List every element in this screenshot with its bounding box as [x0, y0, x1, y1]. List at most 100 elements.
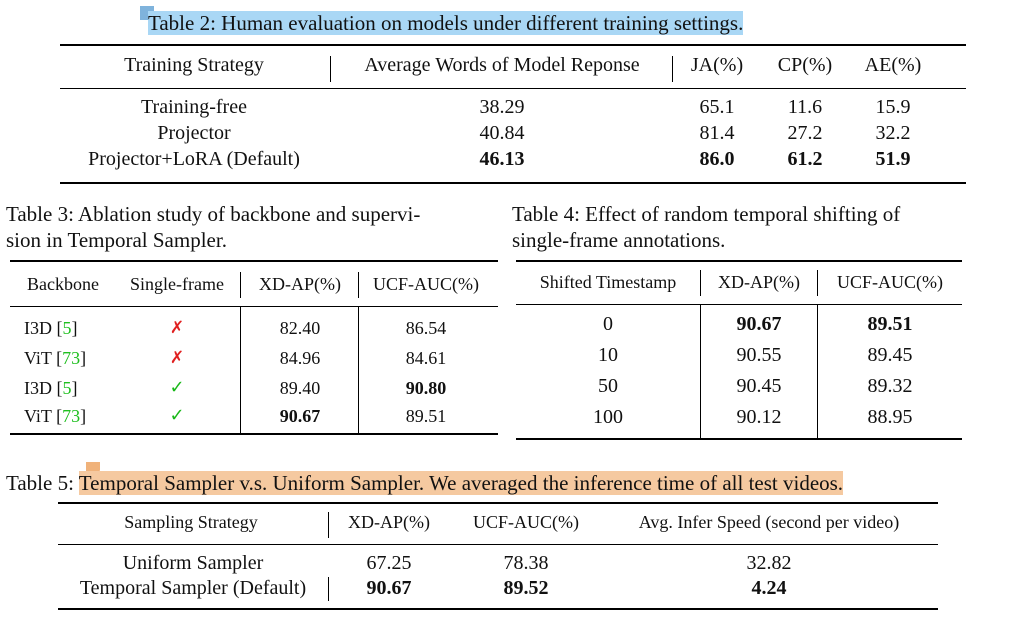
table-row-ucf: 88.95	[867, 406, 913, 428]
table-row-shift: 0	[603, 313, 613, 335]
table3-header-single-frame: Single-frame	[130, 274, 224, 294]
table5-mid-rule	[58, 544, 938, 545]
table-row-xd: 84.96	[279, 348, 321, 368]
table-row-ucf: 89.52	[503, 577, 549, 599]
table-row-ucf: 86.54	[405, 318, 447, 338]
check-mark-icon: ✓	[169, 405, 185, 426]
citation-link[interactable]: 5	[62, 318, 72, 338]
table-row-xd: 90.67	[279, 406, 321, 426]
table-row-shift: 50	[598, 375, 618, 397]
citation-link[interactable]: 73	[62, 348, 81, 368]
table2-header-cp: CP(%)	[777, 54, 833, 76]
table-row-ja: 86.0	[699, 148, 735, 170]
check-mark-icon: ✓	[169, 377, 185, 398]
table-row-words: 40.84	[479, 122, 525, 144]
table4-mid-rule	[516, 304, 962, 305]
table-row-ucf: 89.32	[867, 375, 913, 397]
table2-header-divider	[330, 56, 331, 82]
table-row-strategy: Projector	[157, 122, 231, 144]
table5-header-xd: XD-AP(%)	[348, 512, 430, 532]
table5-header-ucf: UCF-AUC(%)	[473, 512, 579, 532]
table-row-words: 46.13	[479, 148, 525, 170]
table-row-ucf: 89.45	[867, 344, 913, 366]
table5-top-rule	[58, 502, 938, 504]
table-row-cp: 11.6	[787, 96, 823, 118]
table3-mid-rule	[10, 306, 498, 307]
table2-header-ja: JA(%)	[690, 54, 744, 76]
table2-bottom-rule	[60, 182, 966, 184]
table-row-cp: 61.2	[787, 148, 823, 170]
table-row-xd: 90.45	[736, 375, 782, 397]
table-row-ja: 65.1	[699, 96, 735, 118]
table4-bottom-rule	[516, 438, 962, 440]
table2-header-divider	[672, 56, 673, 82]
table5-header-speed: Avg. Infer Speed (second per video)	[638, 512, 900, 532]
table4-header-xd: XD-AP(%)	[718, 272, 800, 292]
citation-link[interactable]: 73	[62, 406, 81, 426]
table-row-speed: 32.82	[746, 552, 792, 574]
table2-mid-rule	[60, 88, 966, 89]
table-row-ae: 51.9	[875, 148, 911, 170]
table4-body-divider	[817, 305, 818, 439]
table-row-shift: 100	[593, 406, 623, 428]
table-row-strategy: Projector+LoRA (Default)	[88, 148, 300, 170]
table-row-ja: 81.4	[699, 122, 735, 144]
table-row-strategy: Training-free	[141, 96, 247, 118]
table-row-ucf: 89.51	[405, 406, 447, 426]
table-row-speed: 4.24	[751, 577, 787, 599]
table-row-xd: 82.40	[279, 318, 321, 338]
table-row-shift: 10	[598, 344, 618, 366]
table-row-backbone: ViT [73]	[24, 406, 87, 426]
table-row-backbone: ViT [73]	[24, 348, 87, 368]
table4-header-shifted: Shifted Timestamp	[539, 272, 677, 292]
table-row-words: 38.29	[479, 96, 525, 118]
cross-mark-icon: ✗	[169, 318, 185, 338]
table3-header-backbone: Backbone	[27, 274, 99, 294]
table5-body-divider	[328, 577, 329, 601]
cross-mark-icon: ✗	[169, 348, 185, 368]
table4-caption-line2: single-frame annotations.	[512, 228, 726, 252]
table4-header-divider	[817, 270, 818, 296]
table5-header-strategy: Sampling Strategy	[124, 512, 258, 532]
table4-caption-line1: Table 4: Effect of random temporal shift…	[512, 202, 901, 226]
table-row-xd: 90.12	[736, 406, 782, 428]
table3-body-divider	[358, 307, 359, 434]
table-row-xd: 67.25	[366, 552, 412, 574]
table-row-cp: 27.2	[787, 122, 823, 144]
table-row-strategy: Uniform Sampler	[122, 552, 264, 574]
table-row-ae: 15.9	[875, 96, 911, 118]
table3-top-rule	[10, 260, 498, 262]
table2-header-words: Average Words of Model Reponse	[364, 54, 640, 76]
table-row-xd: 90.67	[366, 577, 412, 599]
table4-body-divider	[700, 305, 701, 439]
table4-top-rule	[516, 260, 962, 262]
table5-caption: Table 5: Temporal Sampler v.s. Uniform S…	[6, 471, 844, 495]
table4-header-divider	[700, 270, 701, 296]
table3-header-ucf: UCF-AUC(%)	[373, 274, 479, 294]
table3-caption-line1: Table 3: Ablation study of backbone and …	[6, 202, 421, 226]
table-row-ucf: 84.61	[405, 348, 447, 368]
table-row-xd: 89.40	[279, 378, 321, 398]
table5-header-divider	[328, 512, 329, 538]
table4-header-ucf: UCF-AUC(%)	[837, 272, 943, 292]
table-row-xd: 90.55	[736, 344, 782, 366]
table-row-ae: 32.2	[875, 122, 911, 144]
table3-header-divider	[240, 272, 241, 298]
table5-bottom-rule	[58, 608, 938, 610]
table3-bottom-rule	[10, 433, 498, 435]
table3-caption-line2: sion in Temporal Sampler.	[6, 228, 227, 252]
table-row-ucf: 78.38	[503, 552, 549, 574]
table-row-xd: 90.67	[736, 313, 782, 335]
table-row-strategy: Temporal Sampler (Default)	[79, 577, 307, 599]
table2-caption: Table 2: Human evaluation on models unde…	[148, 11, 744, 35]
table3-header-divider	[358, 272, 359, 298]
table-row-ucf: 89.51	[867, 313, 913, 335]
table3-body-divider	[240, 307, 241, 434]
citation-link[interactable]: 5	[62, 378, 72, 398]
table2-header-strategy: Training Strategy	[124, 54, 264, 76]
table2-top-rule	[60, 44, 966, 46]
table-row-backbone: I3D [5]	[24, 378, 78, 398]
table3-header-xd: XD-AP(%)	[259, 274, 341, 294]
table-row-backbone: I3D [5]	[24, 318, 78, 338]
table2-header-ae: AE(%)	[864, 54, 922, 76]
